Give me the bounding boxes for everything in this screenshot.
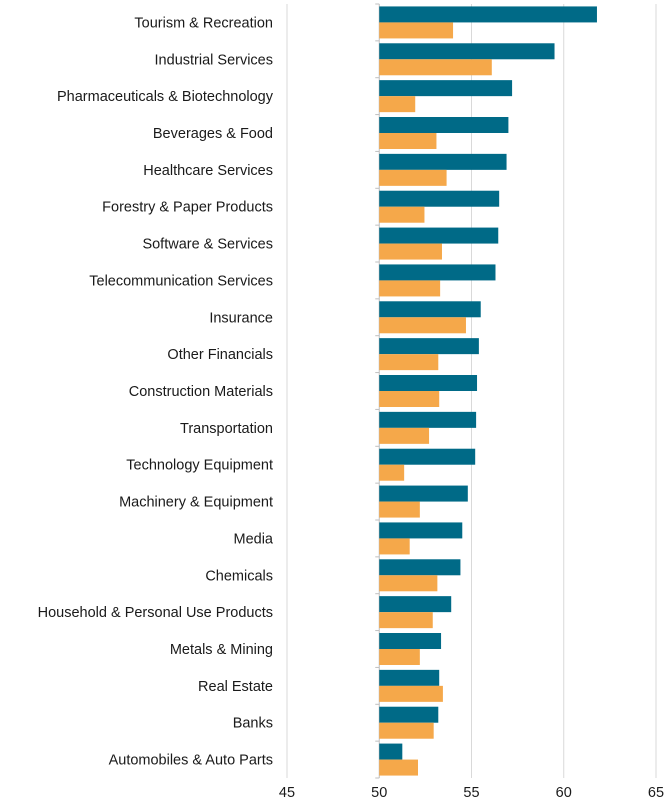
bar-series-1 (379, 190, 500, 207)
bar-series-1 (379, 448, 476, 465)
bar-series-2 (379, 759, 418, 776)
category-label: Pharmaceuticals & Biotechnology (57, 89, 274, 105)
bar-series-2 (379, 427, 430, 444)
category-label: Beverages & Food (153, 126, 273, 142)
bar-series-1 (379, 227, 499, 244)
category-label: Construction Materials (129, 384, 273, 400)
bar-series-1 (379, 669, 440, 686)
bar-series-2 (379, 354, 439, 371)
x-tick-label: 50 (371, 785, 387, 801)
bar-series-1 (379, 375, 478, 391)
bar-series-1 (379, 6, 597, 23)
bar-series-1 (379, 559, 461, 576)
category-label: Chemicals (205, 568, 273, 584)
bar-series-2 (379, 206, 425, 223)
bar-series-1 (379, 596, 452, 613)
category-label: Telecommunication Services (89, 273, 273, 289)
bar-series-1 (379, 411, 477, 428)
bar-series-2 (379, 649, 420, 665)
category-label: Real Estate (198, 679, 273, 695)
x-tick-label: 65 (648, 785, 664, 801)
bar-series-1 (379, 43, 555, 60)
bar-series-2 (379, 133, 437, 149)
bar-series-1 (379, 743, 403, 760)
bar-series-2 (379, 612, 433, 629)
bar-series-1 (379, 706, 439, 723)
bar-series-2 (379, 685, 443, 702)
bar-series-2 (379, 243, 442, 260)
bar-series-1 (379, 117, 509, 133)
category-label: Insurance (209, 310, 273, 326)
bar-series-2 (379, 59, 492, 76)
bar-series-1 (379, 485, 468, 502)
bar-series-1 (379, 522, 463, 539)
bar-series-2 (379, 22, 454, 39)
bar-series-2 (379, 391, 440, 407)
bar-series-1 (379, 338, 479, 355)
category-label: Other Financials (167, 347, 273, 363)
category-label: Machinery & Equipment (119, 495, 273, 511)
category-label: Automobiles & Auto Parts (109, 753, 273, 769)
bar-series-2 (379, 722, 434, 739)
bar-series-2 (379, 501, 420, 518)
category-label: Industrial Services (155, 52, 273, 68)
bar-series-2 (379, 169, 447, 186)
category-label: Tourism & Recreation (134, 15, 273, 31)
bar-series-1 (379, 264, 496, 281)
bar-series-1 (379, 633, 442, 649)
bar-series-2 (379, 575, 438, 592)
category-label: Healthcare Services (143, 163, 273, 179)
bar-series-1 (379, 153, 507, 170)
category-label: Transportation (180, 421, 273, 437)
x-tick-label: 55 (463, 785, 479, 801)
x-tick-label: 45 (279, 785, 295, 801)
category-label: Banks (233, 716, 273, 732)
category-label: Media (234, 531, 274, 547)
category-label: Software & Services (142, 237, 273, 253)
bar-series-2 (379, 538, 410, 555)
category-label: Forestry & Paper Products (102, 200, 273, 216)
category-label: Household & Personal Use Products (38, 605, 273, 621)
bar-series-2 (379, 464, 405, 481)
bar-series-2 (379, 96, 416, 113)
bar-series-1 (379, 301, 481, 318)
x-tick-label: 60 (556, 785, 572, 801)
category-label: Metals & Mining (170, 642, 273, 658)
category-label: Technology Equipment (126, 458, 273, 474)
bar-series-2 (379, 317, 466, 334)
bar-series-2 (379, 280, 441, 297)
bar-series-1 (379, 80, 513, 97)
